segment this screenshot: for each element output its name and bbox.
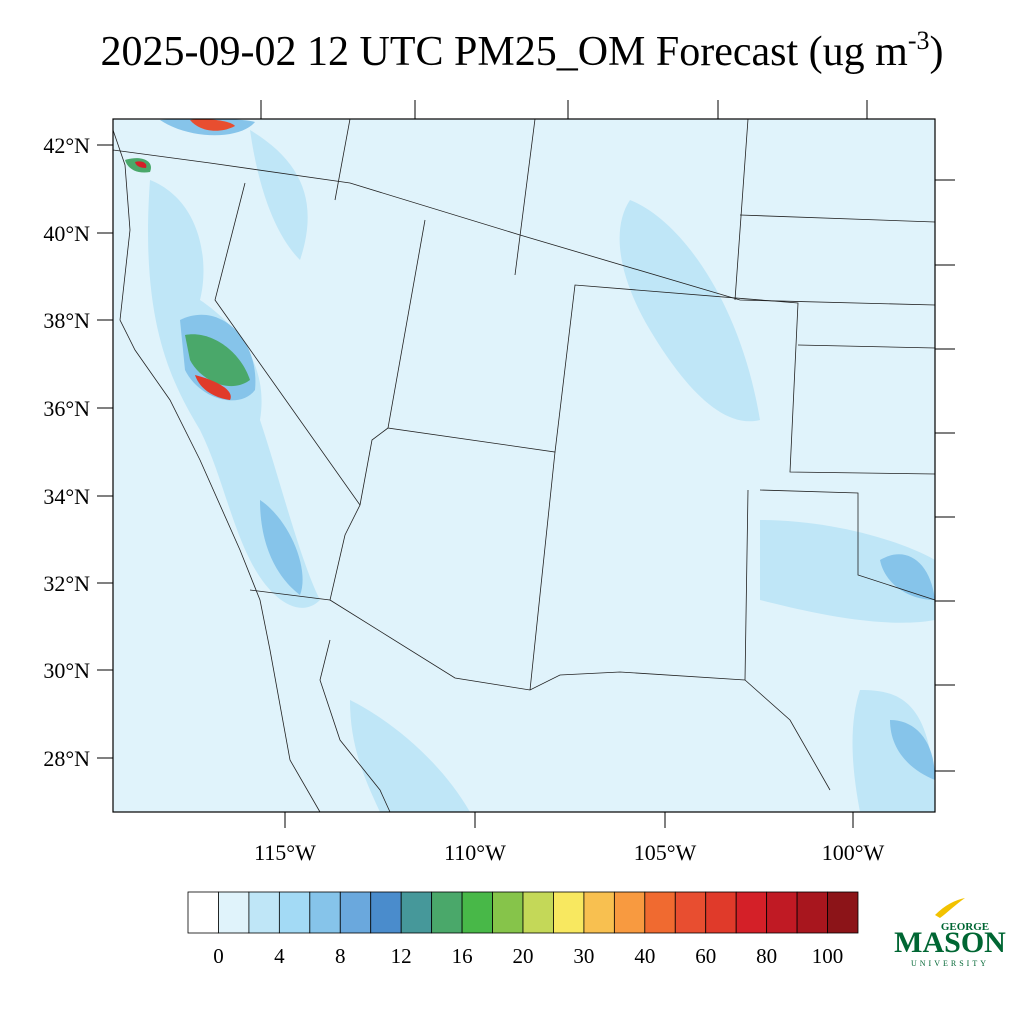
title: 2025-09-02 12 UTC PM25_OM Forecast (ug m…: [101, 26, 944, 75]
title-end: ): [929, 29, 943, 75]
map-frame: [112, 118, 936, 813]
lon-label: 110°W: [444, 840, 506, 865]
colorbar-label: 16: [452, 944, 473, 968]
colorbar-box: [187, 891, 219, 934]
colorbar-label: 60: [695, 944, 716, 968]
colorbar-box: [218, 891, 250, 934]
colorbar-box: [278, 891, 311, 934]
colorbar-label: 100: [812, 944, 844, 968]
colorbar-box: [370, 891, 402, 934]
lat-label: 30°N: [43, 658, 90, 683]
colorbar-label: 8: [335, 944, 346, 968]
colorbar-box: [339, 891, 372, 934]
lat-label: 28°N: [43, 746, 90, 771]
colorbar-box: [705, 891, 737, 934]
lat-label: 36°N: [43, 396, 90, 421]
colorbar-box: [522, 891, 554, 934]
lat-label: 34°N: [43, 484, 90, 509]
boundaries: [112, 118, 936, 813]
colorbar-label: 0: [213, 944, 224, 968]
colorbar-label: 40: [634, 944, 655, 968]
colorbar-box: [644, 891, 676, 934]
logo-top: GEORGE: [941, 921, 989, 933]
title-text: 2025-09-02 12 UTC PM25_OM Forecast (ug m: [101, 29, 909, 75]
colorbar: 0 4 8 12 16 20 30 40 60 80 100: [187, 891, 859, 968]
colorbar-box: [400, 891, 433, 934]
colorbar-box: [492, 891, 524, 934]
title-superscript: -3: [908, 26, 930, 55]
colorbar-box: [583, 891, 615, 934]
lat-label: 32°N: [43, 571, 90, 596]
lat-label: 38°N: [43, 308, 90, 333]
lat-label: 40°N: [43, 221, 90, 246]
colorbar-box: [431, 891, 463, 934]
colorbar-box: [553, 891, 585, 934]
map: 42°N 40°N 38°N 36°N 34°N 32°N 30°N 28°N 115°W 110…: [43, 100, 955, 865]
lon-label: 100°W: [822, 840, 885, 865]
logo-main: MASON: [894, 926, 1006, 959]
colorbar-box: [766, 891, 798, 934]
lat-label: 42°N: [43, 133, 90, 158]
colorbar-box: [674, 891, 707, 934]
colorbar-label: 4: [274, 944, 285, 968]
colorbar-label: 20: [513, 944, 534, 968]
colorbar-box: [248, 891, 280, 934]
colorbar-label: 12: [391, 944, 412, 968]
colorbar-box: [309, 891, 341, 934]
lon-label: 115°W: [254, 840, 316, 865]
colorbar-label: 30: [573, 944, 594, 968]
colorbar-label: 80: [756, 944, 777, 968]
colorbar-box: [613, 891, 646, 934]
colorbar-box: [461, 891, 493, 934]
concentration-patches: [125, 118, 935, 812]
colorbar-box: [735, 891, 768, 934]
logo-bottom: UNIVERSITY: [911, 959, 989, 968]
lon-label: 105°W: [634, 840, 697, 865]
logo: GEORGE MASON UNIVERSITY: [894, 898, 1006, 968]
map-ticks: 42°N 40°N 38°N 36°N 34°N 32°N 30°N 28°N 115°W 110…: [43, 100, 955, 865]
colorbar-box: [827, 891, 859, 934]
colorbar-box: [796, 891, 828, 934]
